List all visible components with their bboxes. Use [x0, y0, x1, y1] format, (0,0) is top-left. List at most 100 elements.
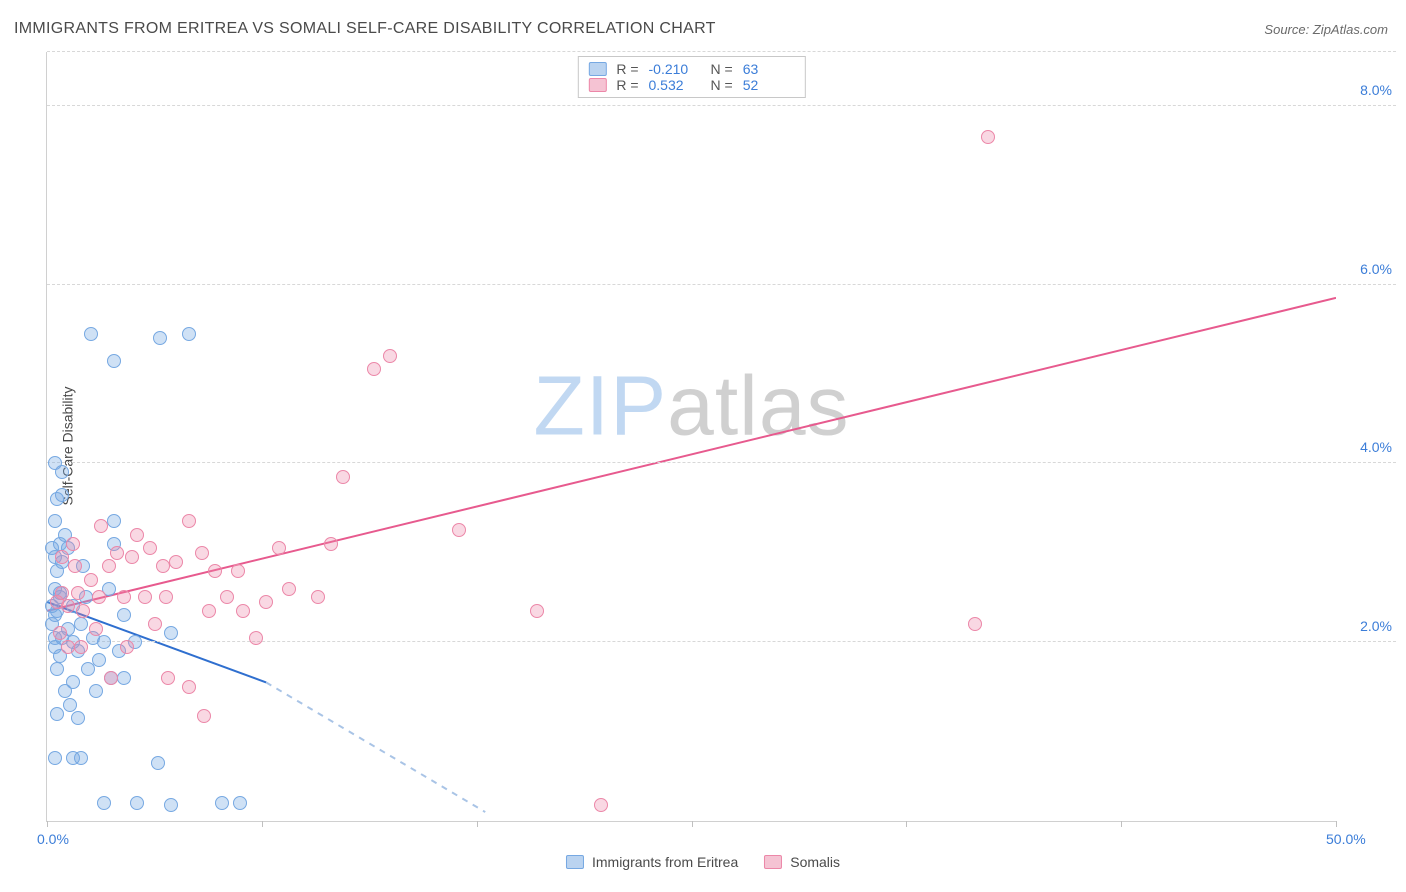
- watermark: ZIPatlas: [533, 357, 849, 454]
- x-tick: [477, 821, 478, 827]
- data-point-somalis: [182, 514, 196, 528]
- data-point-somalis: [61, 599, 75, 613]
- swatch-eritrea: [588, 62, 606, 76]
- r-value-eritrea: -0.210: [649, 61, 701, 77]
- x-tick: [47, 821, 48, 827]
- x-tick: [262, 821, 263, 827]
- data-point-somalis: [68, 559, 82, 573]
- data-point-eritrea: [89, 684, 103, 698]
- data-point-somalis: [220, 590, 234, 604]
- r-label: R =: [616, 77, 638, 93]
- data-point-eritrea: [50, 662, 64, 676]
- r-value-somalis: 0.532: [649, 77, 701, 93]
- x-tick: [1336, 821, 1337, 827]
- trend-lines-svg: [47, 52, 1336, 821]
- data-point-somalis: [311, 590, 325, 604]
- chart-title: IMMIGRANTS FROM ERITREA VS SOMALI SELF-C…: [14, 20, 716, 38]
- data-point-somalis: [968, 617, 982, 631]
- data-point-somalis: [324, 537, 338, 551]
- n-label: N =: [711, 77, 733, 93]
- data-point-somalis: [159, 590, 173, 604]
- data-point-somalis: [367, 362, 381, 376]
- data-point-somalis: [55, 550, 69, 564]
- data-point-somalis: [110, 546, 124, 560]
- data-point-somalis: [138, 590, 152, 604]
- data-point-somalis: [66, 537, 80, 551]
- data-point-somalis: [102, 559, 116, 573]
- watermark-zip: ZIP: [533, 358, 667, 452]
- data-point-eritrea: [164, 798, 178, 812]
- data-point-eritrea: [97, 796, 111, 810]
- legend-item-somalis: Somalis: [764, 854, 840, 870]
- data-point-eritrea: [84, 327, 98, 341]
- grid-line: [47, 462, 1396, 463]
- data-point-eritrea: [107, 354, 121, 368]
- data-point-eritrea: [97, 635, 111, 649]
- data-point-eritrea: [50, 707, 64, 721]
- data-point-eritrea: [130, 796, 144, 810]
- legend-item-eritrea: Immigrants from Eritrea: [566, 854, 738, 870]
- data-point-somalis: [143, 541, 157, 555]
- watermark-atlas: atlas: [667, 358, 849, 452]
- y-tick-label: 2.0%: [1360, 618, 1392, 634]
- data-point-eritrea: [117, 608, 131, 622]
- data-point-somalis: [259, 595, 273, 609]
- n-label: N =: [711, 61, 733, 77]
- scatter-chart: R = -0.210 N = 63 R = 0.532 N = 52 ZIPat…: [46, 52, 1336, 822]
- data-point-eritrea: [215, 796, 229, 810]
- data-point-somalis: [594, 798, 608, 812]
- n-value-somalis: 52: [743, 77, 795, 93]
- data-point-eritrea: [55, 488, 69, 502]
- data-point-eritrea: [66, 675, 80, 689]
- chart-header: IMMIGRANTS FROM ERITREA VS SOMALI SELF-C…: [14, 20, 1388, 38]
- data-point-eritrea: [107, 514, 121, 528]
- legend-label-somalis: Somalis: [790, 854, 840, 870]
- data-point-somalis: [530, 604, 544, 618]
- data-point-somalis: [202, 604, 216, 618]
- grid-line: [47, 284, 1396, 285]
- data-point-somalis: [336, 470, 350, 484]
- data-point-somalis: [89, 622, 103, 636]
- swatch-somalis-icon: [764, 855, 782, 869]
- data-point-eritrea: [233, 796, 247, 810]
- data-point-somalis: [195, 546, 209, 560]
- data-point-eritrea: [48, 751, 62, 765]
- trend-line-dash-eritrea: [266, 682, 485, 812]
- source-label: Source:: [1264, 22, 1309, 37]
- grid-line: [47, 105, 1396, 106]
- data-point-somalis: [55, 586, 69, 600]
- data-point-somalis: [76, 604, 90, 618]
- y-tick-label: 4.0%: [1360, 439, 1392, 455]
- data-point-eritrea: [48, 456, 62, 470]
- r-label: R =: [616, 61, 638, 77]
- data-point-somalis: [169, 555, 183, 569]
- data-point-eritrea: [48, 514, 62, 528]
- data-point-somalis: [197, 709, 211, 723]
- data-point-somalis: [148, 617, 162, 631]
- data-point-somalis: [981, 130, 995, 144]
- swatch-eritrea-icon: [566, 855, 584, 869]
- data-point-eritrea: [74, 751, 88, 765]
- x-tick: [1121, 821, 1122, 827]
- data-point-somalis: [161, 671, 175, 685]
- grid-line: [47, 51, 1396, 52]
- series-legend: Immigrants from Eritrea Somalis: [566, 854, 840, 870]
- x-tick: [906, 821, 907, 827]
- x-tick-label: 50.0%: [1326, 831, 1366, 847]
- source-attribution: Source: ZipAtlas.com: [1264, 22, 1388, 37]
- data-point-somalis: [236, 604, 250, 618]
- data-point-somalis: [120, 640, 134, 654]
- data-point-somalis: [272, 541, 286, 555]
- data-point-somalis: [130, 528, 144, 542]
- data-point-eritrea: [117, 671, 131, 685]
- data-point-somalis: [117, 590, 131, 604]
- data-point-eritrea: [182, 327, 196, 341]
- data-point-eritrea: [92, 653, 106, 667]
- legend-row-eritrea: R = -0.210 N = 63: [588, 61, 794, 77]
- data-point-somalis: [208, 564, 222, 578]
- data-point-somalis: [61, 640, 75, 654]
- data-point-eritrea: [74, 617, 88, 631]
- data-point-somalis: [71, 586, 85, 600]
- data-point-eritrea: [164, 626, 178, 640]
- legend-row-somalis: R = 0.532 N = 52: [588, 77, 794, 93]
